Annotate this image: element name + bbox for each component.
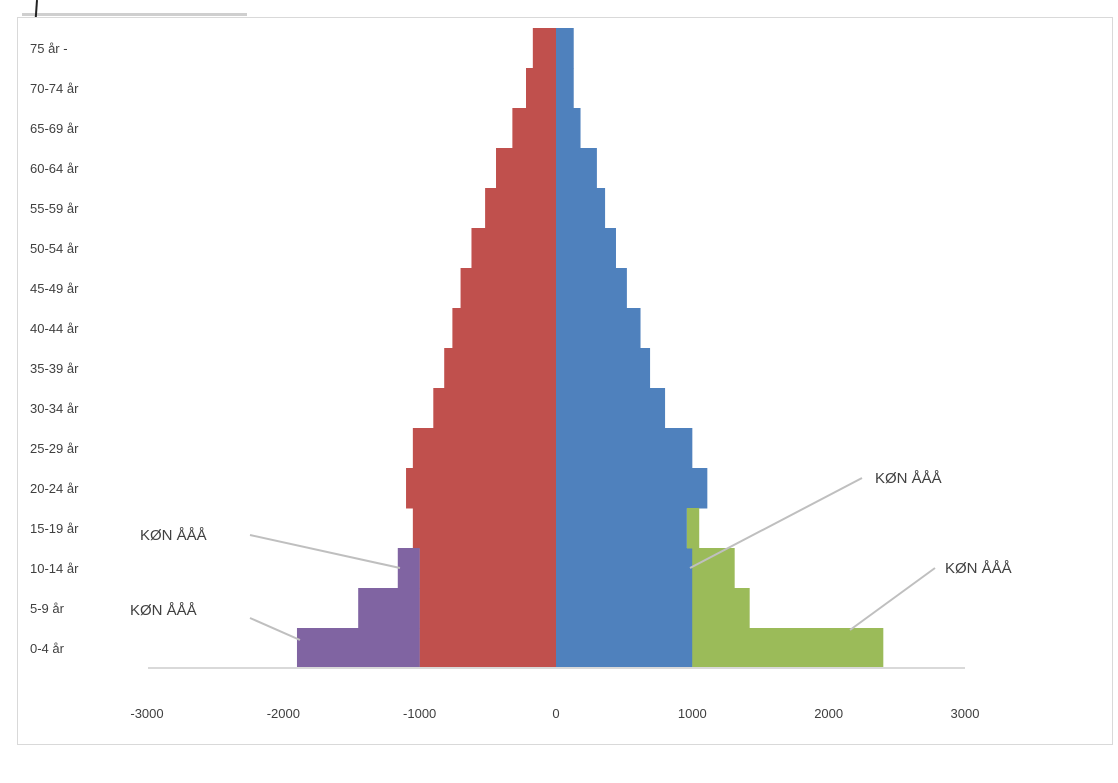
right-bar-12 bbox=[556, 148, 597, 189]
left-bar-9 bbox=[460, 268, 556, 309]
title-rule bbox=[22, 13, 247, 16]
right-bar-1 bbox=[556, 588, 693, 629]
left-bar-12 bbox=[496, 148, 556, 189]
y-tick-label: 70-74 år bbox=[30, 81, 79, 96]
left-bar-5 bbox=[412, 428, 556, 469]
annotation-leader bbox=[849, 567, 936, 631]
annotation-leader bbox=[249, 617, 301, 641]
right-bar-10 bbox=[556, 228, 616, 269]
annotation-leader bbox=[689, 477, 863, 569]
left-bar-6 bbox=[433, 388, 556, 429]
y-tick-label: 15-19 år bbox=[30, 521, 79, 536]
left-bar-8 bbox=[452, 308, 556, 349]
left-bar-11 bbox=[485, 188, 556, 229]
y-tick-label: 40-44 år bbox=[30, 321, 79, 336]
y-tick-label: 5-9 år bbox=[30, 601, 65, 616]
left-highlight-bar-1 bbox=[358, 588, 420, 629]
right-bar-6 bbox=[556, 388, 666, 429]
right-bar-7 bbox=[556, 348, 651, 389]
right-highlight-bar-3 bbox=[686, 508, 700, 549]
right-bar-3 bbox=[556, 508, 687, 549]
right-bar-14 bbox=[556, 68, 574, 109]
right-highlight-bar-1 bbox=[692, 588, 750, 629]
annotation-label: KØN ÅÅÅ bbox=[945, 560, 1012, 577]
left-bar-13 bbox=[512, 108, 556, 149]
right-bar-9 bbox=[556, 268, 627, 309]
right-bar-5 bbox=[556, 428, 693, 469]
y-tick-label: 65-69 år bbox=[30, 121, 79, 136]
left-highlight-bar-0 bbox=[296, 628, 420, 669]
x-tick-label: 1000 bbox=[678, 706, 707, 721]
y-tick-label: 45-49 år bbox=[30, 281, 79, 296]
left-bar-0 bbox=[419, 628, 556, 669]
left-bar-3 bbox=[412, 508, 556, 549]
y-tick-label: 0-4 år bbox=[30, 641, 65, 656]
x-tick-label: -3000 bbox=[130, 706, 163, 721]
left-bar-15 bbox=[532, 28, 556, 69]
y-tick-label: 20-24 år bbox=[30, 481, 79, 496]
y-tick-label: 50-54 år bbox=[30, 241, 79, 256]
right-highlight-bar-0 bbox=[692, 628, 884, 669]
y-tick-label: 55-59 år bbox=[30, 201, 79, 216]
left-bar-2 bbox=[419, 548, 556, 589]
right-bar-8 bbox=[556, 308, 641, 349]
y-tick-label: 60-64 år bbox=[30, 161, 79, 176]
right-highlight-bar-2 bbox=[692, 548, 735, 589]
right-bar-15 bbox=[556, 28, 574, 69]
annotation-label: KØN ÅÅÅ bbox=[130, 602, 197, 619]
x-tick-label: 0 bbox=[552, 706, 559, 721]
left-bar-10 bbox=[471, 228, 556, 269]
right-bar-13 bbox=[556, 108, 581, 149]
right-bar-0 bbox=[556, 628, 693, 669]
y-tick-label: 75 år - bbox=[30, 41, 68, 56]
right-bar-11 bbox=[556, 188, 606, 229]
x-tick-label: 3000 bbox=[951, 706, 980, 721]
y-tick-label: 35-39 år bbox=[30, 361, 79, 376]
left-bar-14 bbox=[526, 68, 556, 109]
right-bar-2 bbox=[556, 548, 693, 589]
y-tick-label: 10-14 år bbox=[30, 561, 79, 576]
left-bar-4 bbox=[406, 468, 556, 509]
x-tick-label: 2000 bbox=[814, 706, 843, 721]
annotation-label: KØN ÅÅÅ bbox=[875, 470, 942, 487]
y-tick-label: 30-34 år bbox=[30, 401, 79, 416]
right-bar-4 bbox=[556, 468, 708, 509]
x-tick-label: -2000 bbox=[267, 706, 300, 721]
left-highlight-bar-2 bbox=[397, 548, 420, 589]
left-bar-7 bbox=[444, 348, 556, 389]
annotation-label: KØN ÅÅÅ bbox=[140, 527, 207, 544]
annotation-leader bbox=[249, 534, 401, 569]
x-tick-label: -1000 bbox=[403, 706, 436, 721]
left-bar-1 bbox=[419, 588, 556, 629]
y-tick-label: 25-29 år bbox=[30, 441, 79, 456]
